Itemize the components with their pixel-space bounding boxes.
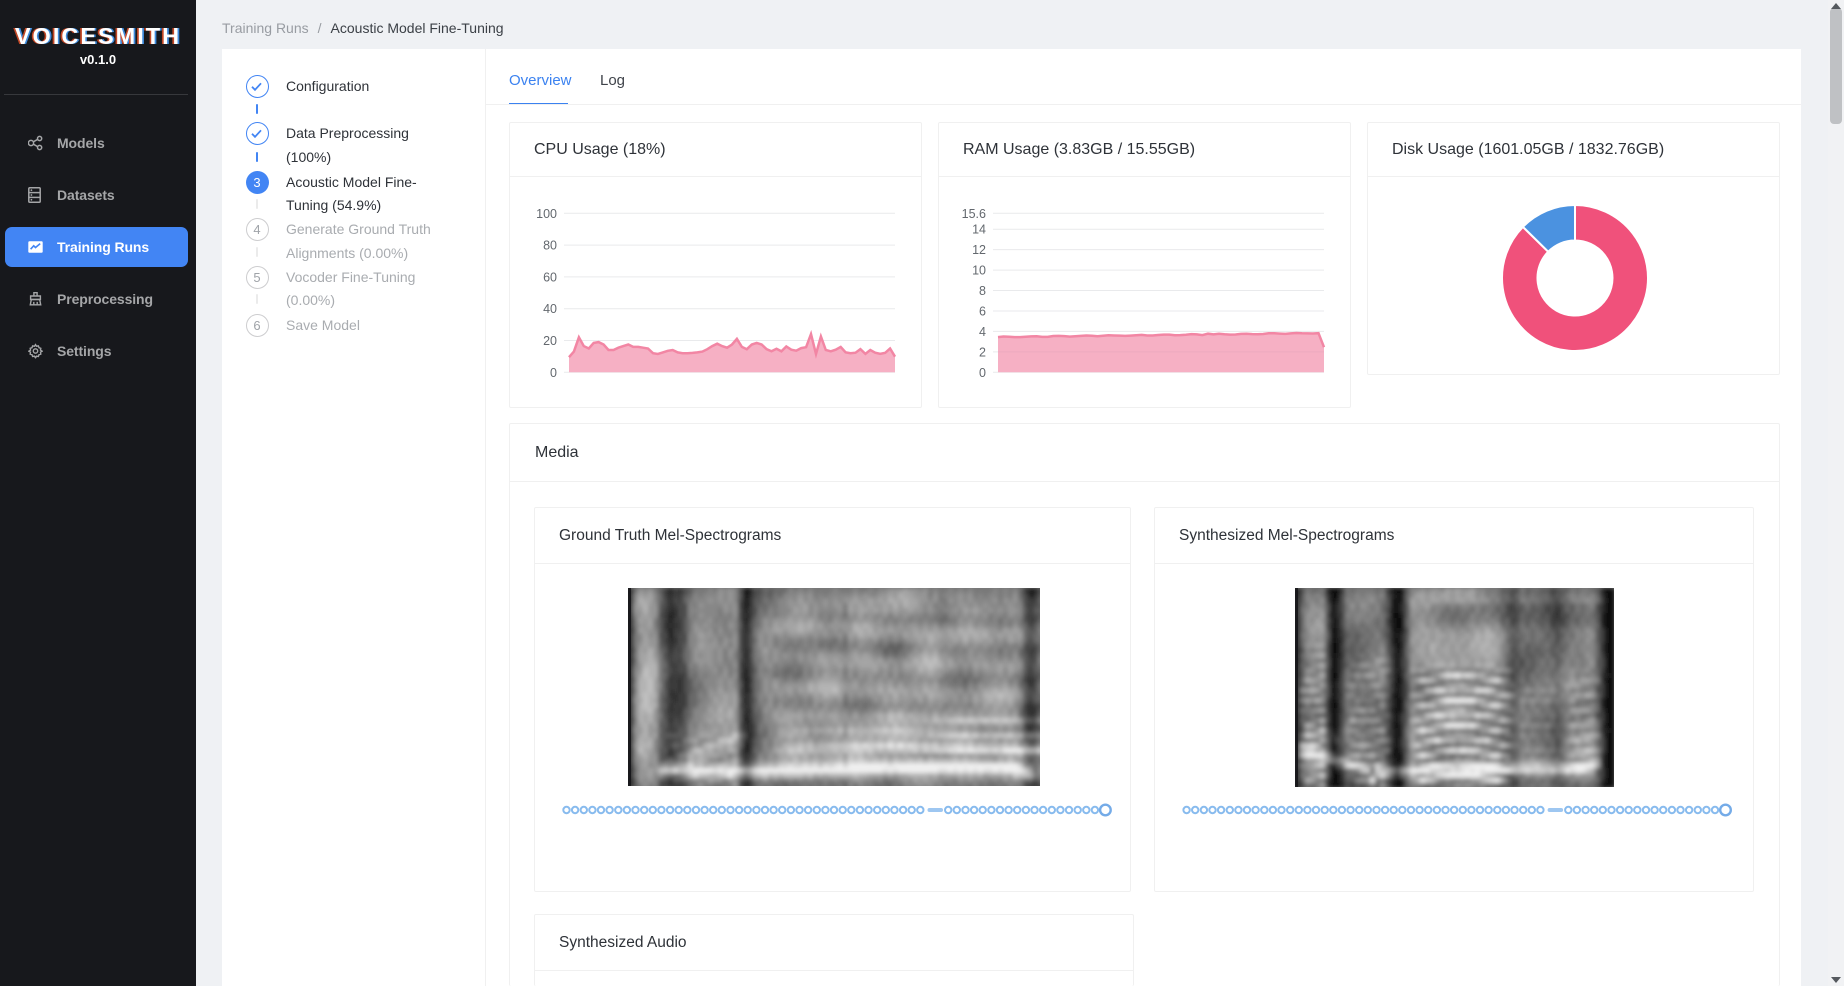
svg-text:12: 12 xyxy=(972,243,986,257)
svg-text:2: 2 xyxy=(979,345,986,359)
svg-text:4: 4 xyxy=(979,325,986,339)
svg-text:60: 60 xyxy=(543,270,557,284)
svg-text:100: 100 xyxy=(536,207,557,221)
svg-text:14: 14 xyxy=(972,223,986,237)
svg-text:80: 80 xyxy=(543,239,557,253)
svg-text:0: 0 xyxy=(550,366,557,380)
svg-text:10: 10 xyxy=(972,264,986,278)
svg-text:6: 6 xyxy=(979,305,986,319)
svg-text:15.6: 15.6 xyxy=(962,207,986,221)
svg-text:40: 40 xyxy=(543,302,557,316)
svg-text:8: 8 xyxy=(979,284,986,298)
svg-text:0: 0 xyxy=(979,366,986,380)
svg-text:20: 20 xyxy=(543,334,557,348)
